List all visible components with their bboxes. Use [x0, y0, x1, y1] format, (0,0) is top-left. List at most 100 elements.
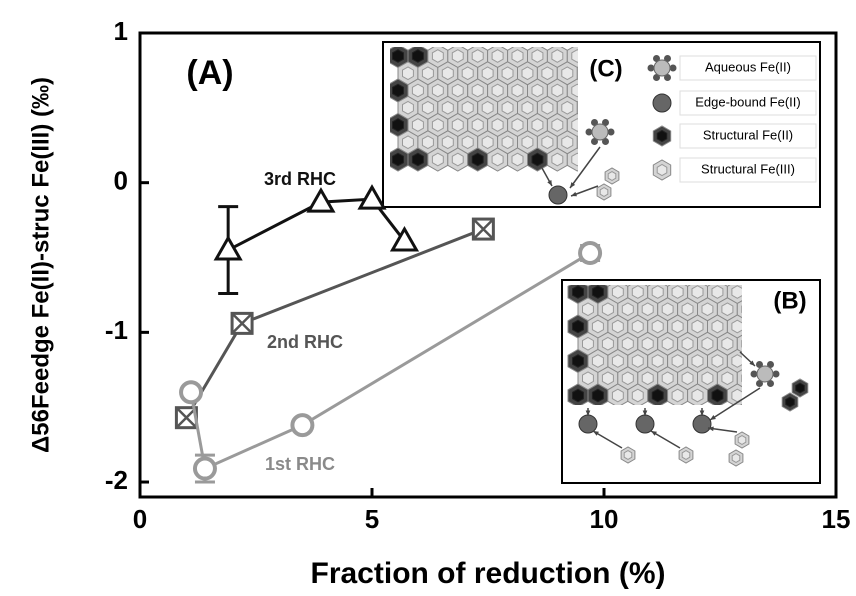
- marker-x: [176, 407, 197, 428]
- hex-inner: [711, 319, 724, 334]
- hex-inner: [531, 49, 544, 63]
- x-tick-label: 0: [133, 504, 147, 534]
- ligand: [669, 64, 677, 72]
- hex-inner: [611, 285, 624, 299]
- hex-inner: [521, 100, 534, 115]
- hex-inner: [651, 388, 664, 403]
- hex-inner: [731, 354, 742, 368]
- ligand: [607, 128, 615, 136]
- hex-inner: [451, 152, 464, 167]
- series: 2nd RHC: [174, 217, 495, 430]
- marker: [471, 217, 495, 241]
- arrow-head: [547, 180, 552, 186]
- arrow-head: [749, 360, 755, 366]
- hex-inner: [501, 135, 514, 150]
- hex-inner: [441, 135, 454, 150]
- hex-inner: [591, 388, 604, 403]
- marker: [389, 226, 420, 252]
- hex-inner: [392, 49, 404, 63]
- hex-inner: [402, 66, 414, 81]
- hex-inner: [551, 118, 564, 132]
- hex-inner: [641, 371, 654, 386]
- legend-box: [679, 157, 817, 183]
- hex-inner: [431, 118, 444, 132]
- hex-inner: [711, 354, 724, 368]
- hex-inner: [671, 354, 684, 368]
- arrow-head: [585, 410, 591, 416]
- hex-inner: [661, 336, 674, 351]
- hex-inner: [631, 388, 644, 403]
- hex-inner: [441, 66, 454, 81]
- marker: [306, 187, 336, 213]
- hex-inner: [572, 354, 584, 368]
- hex-inner: [392, 152, 404, 167]
- marker: [357, 184, 387, 210]
- ligand: [653, 74, 660, 82]
- hex-inner: [611, 319, 624, 334]
- hex-inner: [631, 285, 644, 299]
- hex-inner: [431, 83, 444, 98]
- hex-inner: [631, 354, 644, 368]
- hex-inner: [471, 152, 484, 167]
- ligand: [585, 128, 593, 136]
- arrow-head: [699, 410, 705, 416]
- hex-inner: [601, 336, 614, 351]
- hex-inner: [421, 135, 434, 150]
- x-tick-label: 15: [822, 504, 851, 534]
- legend-label: Edge-bound Fe(II): [695, 94, 801, 109]
- hex-inner: [671, 319, 684, 334]
- series-label: 3rd RHC: [264, 169, 336, 189]
- hex-inner: [571, 118, 578, 132]
- hex-inner: [691, 388, 704, 403]
- hex-inner: [785, 396, 795, 408]
- series-label: 1st RHC: [265, 454, 335, 474]
- hex-inner: [731, 285, 742, 299]
- hex-inner: [572, 319, 584, 334]
- ligand: [591, 138, 598, 146]
- hex-grid: [567, 285, 742, 405]
- hex-inner: [571, 83, 578, 98]
- hex-inner: [431, 49, 444, 63]
- hex-inner: [621, 371, 634, 386]
- hex-inner: [691, 285, 704, 299]
- hex-inner: [621, 336, 634, 351]
- hex-inner: [541, 100, 554, 115]
- hex-inner: [521, 135, 534, 150]
- inset-b: (B): [561, 279, 821, 484]
- hex-inner: [691, 319, 704, 334]
- hex-inner: [701, 302, 714, 317]
- hex-inner: [711, 285, 724, 299]
- arrow-head: [593, 431, 599, 436]
- edge-bound-fe2: [635, 414, 655, 434]
- hex-inner: [451, 118, 464, 132]
- hex-inner: [701, 336, 714, 351]
- edge-bound-fe2: [548, 185, 568, 205]
- arrow: [569, 146, 601, 189]
- hex-inner: [421, 100, 434, 115]
- y-axis-label: Δ56Feedge Fe(II)-struc Fe(III) (‰): [27, 77, 54, 453]
- series-line: [227, 197, 406, 252]
- ligand: [664, 74, 671, 82]
- ligand: [772, 370, 780, 378]
- hex-inner: [491, 83, 504, 98]
- hex-inner: [541, 135, 554, 150]
- hex-inner: [392, 118, 404, 132]
- hex-inner: [561, 135, 574, 150]
- legend-label: Aqueous Fe(II): [705, 59, 791, 74]
- hex-inner: [551, 152, 564, 167]
- hex-inner: [656, 163, 668, 177]
- hex-inner: [402, 100, 414, 115]
- arrow: [650, 430, 681, 449]
- edge-bound-fe2: [578, 414, 598, 434]
- hex-inner: [582, 336, 594, 351]
- arrow-head: [642, 410, 648, 416]
- arrow: [592, 430, 623, 449]
- hex-inner: [531, 118, 544, 132]
- hex-inner: [741, 339, 742, 348]
- hex-inner: [531, 83, 544, 98]
- hex-inner: [451, 83, 464, 98]
- arrow-head: [571, 191, 577, 197]
- edge-bound-fe2: [692, 414, 712, 434]
- hex-inner: [721, 371, 734, 386]
- hex-inner: [611, 388, 624, 403]
